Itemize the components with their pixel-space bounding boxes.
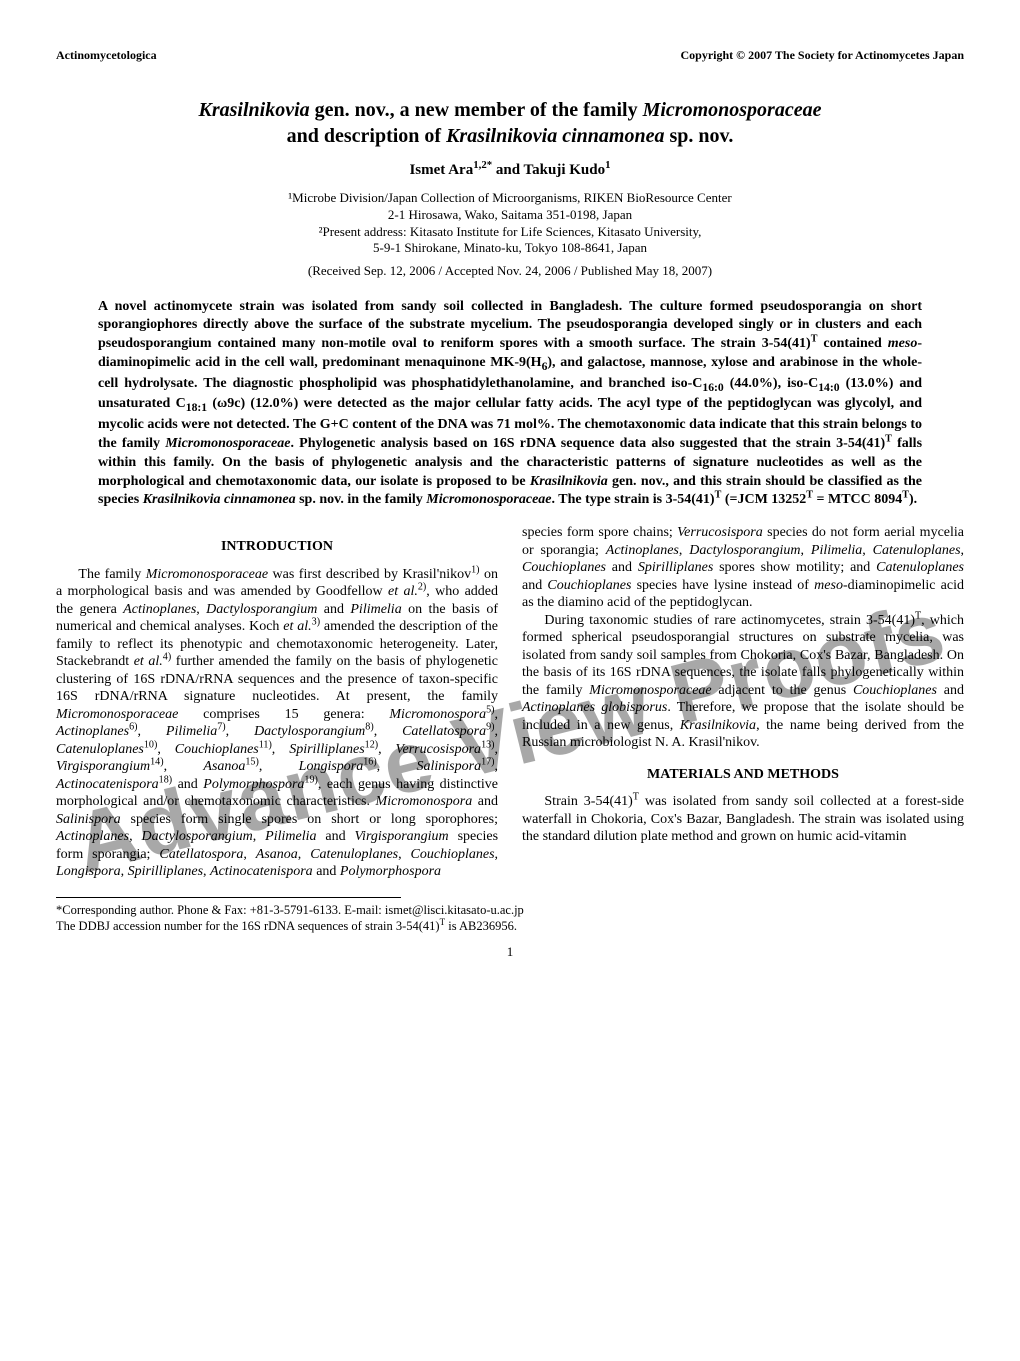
intro-paragraph-2: During taxonomic studies of rare actinom…	[522, 612, 964, 752]
footnotes: *Corresponding author. Phone & Fax: +81-…	[56, 902, 964, 935]
article-title: Krasilnikovia gen. nov., a new member of…	[136, 97, 884, 149]
intro-paragraph-1-continued: species form spore chains; Verrucosispor…	[522, 524, 964, 612]
intro-paragraph-1: The family Micromonosporaceae was first …	[56, 566, 498, 881]
affiliations: ¹Microbe Division/Japan Collection of Mi…	[56, 190, 964, 258]
affil-line-1: ¹Microbe Division/Japan Collection of Mi…	[56, 190, 964, 207]
author-2-affil: 1	[605, 159, 610, 171]
history-dates: (Received Sep. 12, 2006 / Accepted Nov. …	[56, 263, 964, 279]
running-header: Actinomycetologica Copyright © 2007 The …	[56, 48, 964, 63]
authors-line: Ismet Ara1,2* and Takuji Kudo1	[56, 161, 964, 180]
section-heading-introduction: INTRODUCTION	[56, 538, 498, 556]
affil-line-2: 2-1 Hirosawa, Wako, Saitama 351-0198, Ja…	[56, 207, 964, 224]
mm-paragraph-1: Strain 3-54(41)T was isolated from sandy…	[522, 793, 964, 846]
author-1-affil: 1,2*	[473, 159, 492, 171]
author-1: Ismet Ara	[409, 162, 473, 178]
copyright-line: Copyright © 2007 The Society for Actinom…	[680, 48, 964, 63]
body-columns: INTRODUCTION The family Micromonosporace…	[56, 524, 964, 881]
footnote-rule	[56, 897, 401, 898]
footnote-accession: The DDBJ accession number for the 16S rD…	[56, 918, 964, 934]
author-2: and Takuji Kudo	[492, 162, 605, 178]
journal-name: Actinomycetologica	[56, 48, 157, 63]
page-number: 1	[56, 944, 964, 960]
section-heading-materials-methods: MATERIALS AND METHODS	[522, 766, 964, 784]
affil-line-4: 5-9-1 Shirokane, Minato-ku, Tokyo 108-86…	[56, 240, 964, 257]
affil-line-3: ²Present address: Kitasato Institute for…	[56, 224, 964, 241]
footnote-corresponding: *Corresponding author. Phone & Fax: +81-…	[56, 902, 964, 918]
abstract: A novel actinomycete strain was isolated…	[98, 298, 922, 511]
